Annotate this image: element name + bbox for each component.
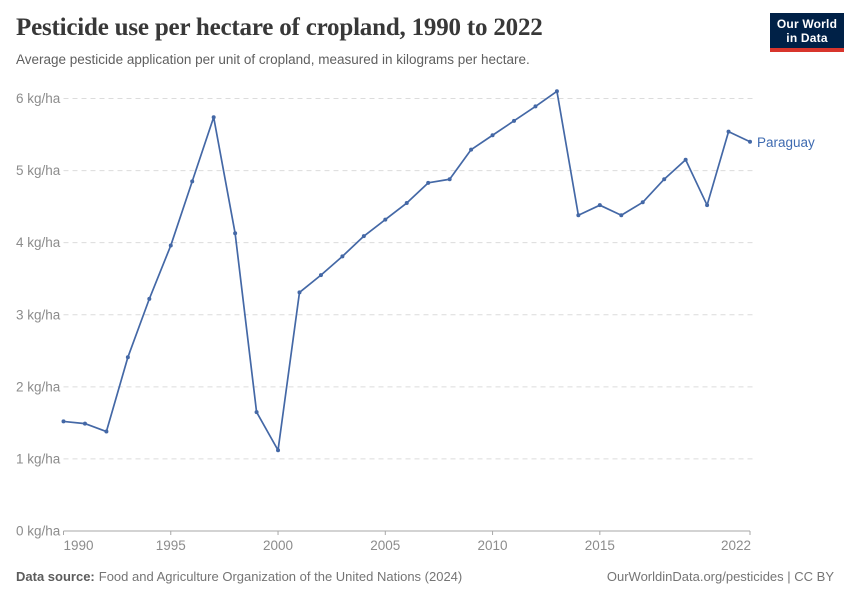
- y-tick-label: 6 kg/ha: [16, 91, 61, 106]
- data-point: [469, 147, 474, 152]
- data-point: [82, 421, 87, 426]
- data-point: [726, 129, 731, 134]
- data-point: [640, 200, 645, 205]
- data-point: [619, 213, 624, 218]
- data-source-label: Data source:: [16, 569, 95, 584]
- line-series: [62, 90, 751, 452]
- data-point: [748, 139, 752, 144]
- data-point: [705, 203, 710, 208]
- chart-footer: Data source: Food and Agriculture Organiz…: [16, 569, 834, 584]
- data-point: [276, 448, 281, 453]
- x-tick-label: 2022: [721, 538, 751, 553]
- data-point: [490, 133, 495, 138]
- data-point: [190, 179, 195, 184]
- credit-text: OurWorldinData.org/pesticides | CC BY: [606, 569, 834, 584]
- data-point: [426, 180, 431, 185]
- data-point: [211, 115, 216, 120]
- y-tick-label: 1 kg/ha: [16, 451, 61, 466]
- data-point: [361, 234, 366, 239]
- data-point: [340, 254, 345, 259]
- x-tick-label: 2015: [585, 538, 615, 553]
- x-tick-label: 1995: [156, 538, 186, 553]
- y-tick-label: 0 kg/ha: [16, 524, 61, 539]
- data-point: [447, 177, 452, 182]
- owid-logo-text-line1: Our World: [776, 17, 838, 31]
- x-tick-label: 2000: [263, 538, 293, 553]
- data-point: [147, 296, 152, 301]
- series-label: Paraguay: [757, 135, 815, 150]
- data-point: [297, 290, 302, 295]
- data-point: [597, 203, 602, 208]
- data-point: [512, 118, 517, 123]
- data-point: [554, 89, 559, 94]
- data-point: [61, 419, 66, 424]
- data-point: [533, 104, 538, 109]
- owid-logo-text-line2: in Data: [786, 31, 828, 45]
- data-point: [318, 273, 323, 278]
- data-point: [683, 157, 688, 162]
- data-point: [404, 201, 409, 206]
- data-point: [233, 231, 238, 236]
- x-tick-label: 1990: [64, 538, 94, 553]
- owid-logo: Our World in Data: [770, 13, 844, 52]
- y-tick-label: 2 kg/ha: [16, 379, 61, 394]
- data-source: Data source: Food and Agriculture Organiz…: [16, 569, 462, 584]
- data-point: [168, 243, 173, 248]
- data-point: [104, 429, 109, 434]
- data-point: [125, 355, 130, 360]
- chart-title: Pesticide use per hectare of cropland, 1…: [16, 14, 543, 41]
- y-tick-label: 5 kg/ha: [16, 163, 61, 178]
- y-tick-label: 3 kg/ha: [16, 307, 61, 322]
- data-source-text: Food and Agriculture Organization of the…: [98, 569, 463, 584]
- data-point: [383, 217, 388, 222]
- x-tick-label: 2005: [370, 538, 400, 553]
- chart-subtitle: Average pesticide application per unit o…: [16, 52, 530, 67]
- y-tick-label: 4 kg/ha: [16, 235, 61, 250]
- data-point: [254, 410, 259, 415]
- data-point: [662, 177, 667, 182]
- data-point: [576, 213, 581, 218]
- x-tick-label: 2010: [478, 538, 508, 553]
